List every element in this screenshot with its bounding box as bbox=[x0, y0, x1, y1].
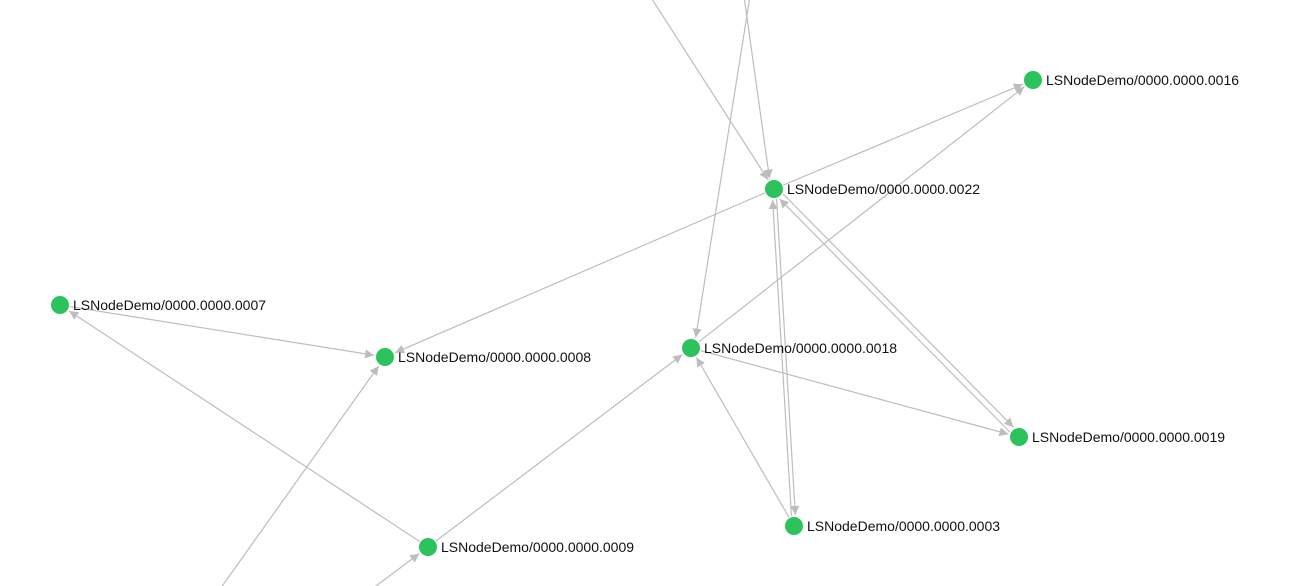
edge-n18-to-n19 bbox=[700, 350, 1009, 437]
node-circle[interactable] bbox=[51, 296, 69, 314]
edge-offscreen-c-to-n08 bbox=[221, 365, 380, 586]
node-circle[interactable] bbox=[376, 348, 394, 366]
node-circle[interactable] bbox=[1010, 428, 1028, 446]
node-label: LSNodeDemo/0000.0000.0003 bbox=[807, 518, 1000, 534]
graph-node[interactable]: LSNodeDemo/0000.0000.0009 bbox=[419, 538, 634, 556]
graph-node[interactable]: LSNodeDemo/0000.0000.0016 bbox=[1024, 71, 1239, 89]
graph-node[interactable]: LSNodeDemo/0000.0000.0003 bbox=[785, 517, 1000, 535]
edge-offscreen-a-to-n22 bbox=[651, 0, 769, 181]
edge-n22-to-n16 bbox=[782, 83, 1024, 186]
edge-n03-to-n22 bbox=[768, 200, 793, 517]
graph-node[interactable]: LSNodeDemo/0000.0000.0007 bbox=[51, 296, 266, 314]
node-circle[interactable] bbox=[785, 517, 803, 535]
graph-node[interactable]: LSNodeDemo/0000.0000.0008 bbox=[376, 348, 591, 366]
node-label: LSNodeDemo/0000.0000.0018 bbox=[704, 340, 897, 356]
edges-layer bbox=[68, 0, 1025, 586]
node-circle[interactable] bbox=[419, 538, 437, 556]
node-label: LSNodeDemo/0000.0000.0007 bbox=[73, 297, 266, 313]
edge-offscreen-d-to-n09 bbox=[374, 553, 420, 586]
graph-node[interactable]: LSNodeDemo/0000.0000.0022 bbox=[765, 180, 980, 198]
node-circle[interactable] bbox=[765, 180, 783, 198]
node-label: LSNodeDemo/0000.0000.0019 bbox=[1032, 429, 1225, 445]
edge-offscreen-b-to-n18 bbox=[692, 0, 751, 338]
node-label: LSNodeDemo/0000.0000.0009 bbox=[441, 539, 634, 555]
graph-node[interactable]: LSNodeDemo/0000.0000.0019 bbox=[1010, 428, 1225, 446]
edge-n09-to-n07 bbox=[68, 310, 420, 543]
edge-n22-to-n19 bbox=[782, 193, 1014, 428]
node-label: LSNodeDemo/0000.0000.0022 bbox=[787, 181, 980, 197]
edge-n19-to-n22 bbox=[779, 198, 1011, 433]
edge-offscreen-b-to-n22 bbox=[743, 0, 773, 179]
node-circle[interactable] bbox=[1024, 71, 1042, 89]
edge-n18-to-n16 bbox=[698, 86, 1025, 343]
graph-node[interactable]: LSNodeDemo/0000.0000.0018 bbox=[682, 339, 897, 357]
edge-n09-to-n18 bbox=[435, 354, 683, 542]
edge-n22-to-n03 bbox=[775, 198, 800, 515]
node-circle[interactable] bbox=[682, 339, 700, 357]
edge-n07-to-n08 bbox=[69, 305, 375, 359]
edge-n03-to-n18 bbox=[695, 357, 790, 518]
node-label: LSNodeDemo/0000.0000.0008 bbox=[398, 349, 591, 365]
node-label: LSNodeDemo/0000.0000.0016 bbox=[1046, 72, 1239, 88]
nodes-layer: LSNodeDemo/0000.0000.0016 LSNodeDemo/0000… bbox=[51, 71, 1239, 556]
edge-n22-to-n08 bbox=[394, 192, 766, 354]
